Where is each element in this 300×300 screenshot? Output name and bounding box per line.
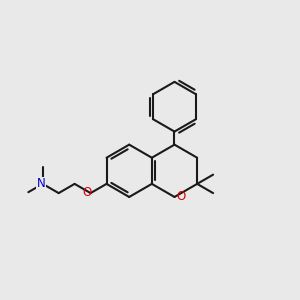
Text: O: O	[176, 190, 186, 203]
Text: O: O	[82, 186, 91, 199]
Text: N: N	[37, 177, 46, 190]
